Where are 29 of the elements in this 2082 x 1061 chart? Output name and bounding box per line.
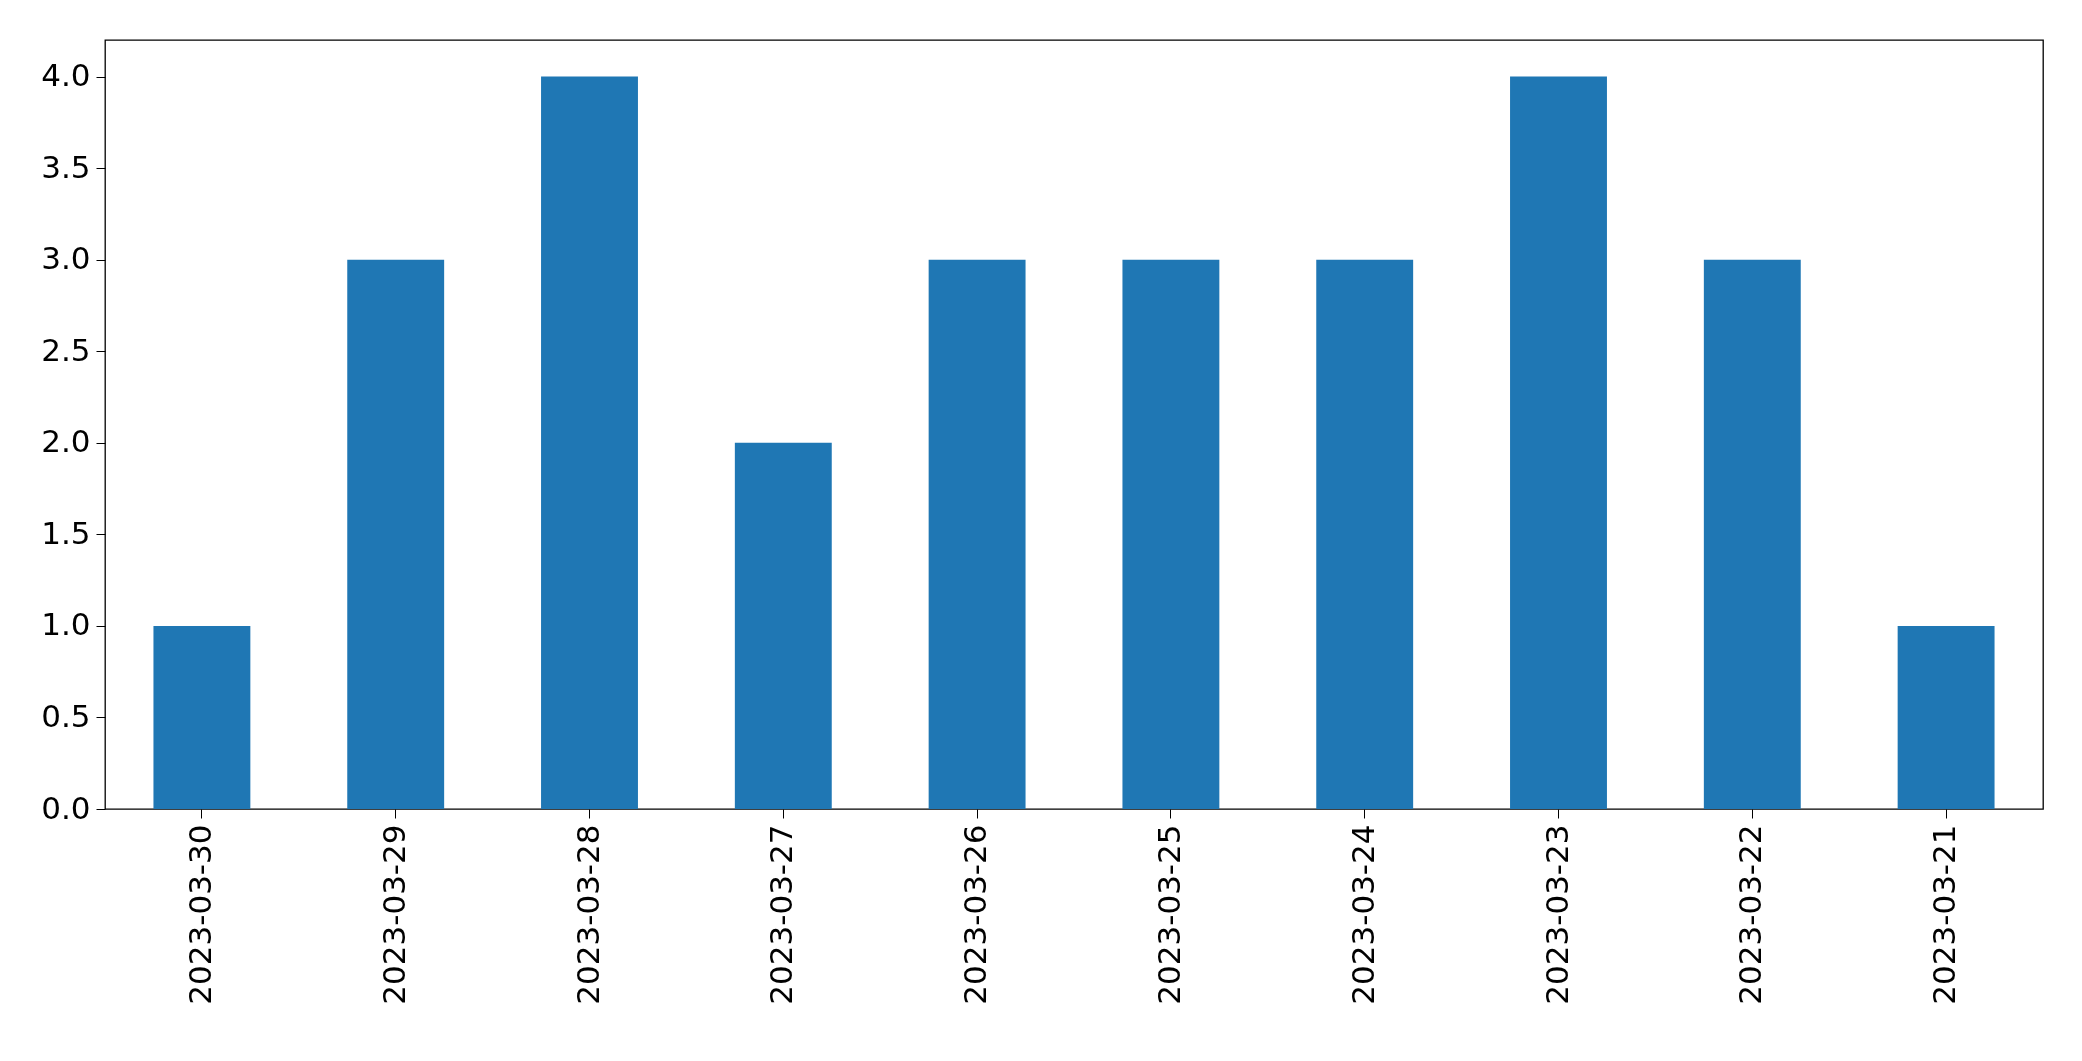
x-tick-label: 2023-03-29 xyxy=(375,824,412,1005)
x-tick-label: 2023-03-25 xyxy=(1150,824,1187,1005)
y-tick-label: 1.5 xyxy=(41,514,91,551)
bar xyxy=(1316,259,1414,809)
y-tick-label: 4.0 xyxy=(41,57,91,94)
x-tick-label: 2023-03-21 xyxy=(1926,824,1963,1005)
y-tick-label: 2.5 xyxy=(41,331,91,368)
bar xyxy=(734,442,832,809)
x-tick-label: 2023-03-30 xyxy=(181,824,218,1005)
y-tick-label: 1.0 xyxy=(41,606,91,643)
y-tick-label: 2.0 xyxy=(41,423,91,460)
bar xyxy=(1897,625,1995,809)
x-tick-label: 2023-03-28 xyxy=(569,824,606,1005)
bar xyxy=(153,625,251,809)
y-tick-label: 0.5 xyxy=(41,697,91,734)
x-tick-label: 2023-03-22 xyxy=(1732,824,1769,1005)
bar xyxy=(1122,259,1220,809)
bar xyxy=(541,76,638,809)
bar xyxy=(347,259,445,809)
x-tick-label: 2023-03-23 xyxy=(1538,824,1575,1005)
x-tick-label: 2023-03-27 xyxy=(763,824,800,1005)
x-tick-label: 2023-03-26 xyxy=(957,824,994,1005)
y-tick-label: 3.5 xyxy=(41,148,91,185)
bar xyxy=(1510,76,1607,809)
bar xyxy=(1703,259,1801,809)
bar xyxy=(928,259,1026,809)
x-tick-label: 2023-03-24 xyxy=(1344,824,1381,1005)
y-tick-label: 0.0 xyxy=(41,789,91,826)
y-tick-label: 3.0 xyxy=(41,240,91,277)
